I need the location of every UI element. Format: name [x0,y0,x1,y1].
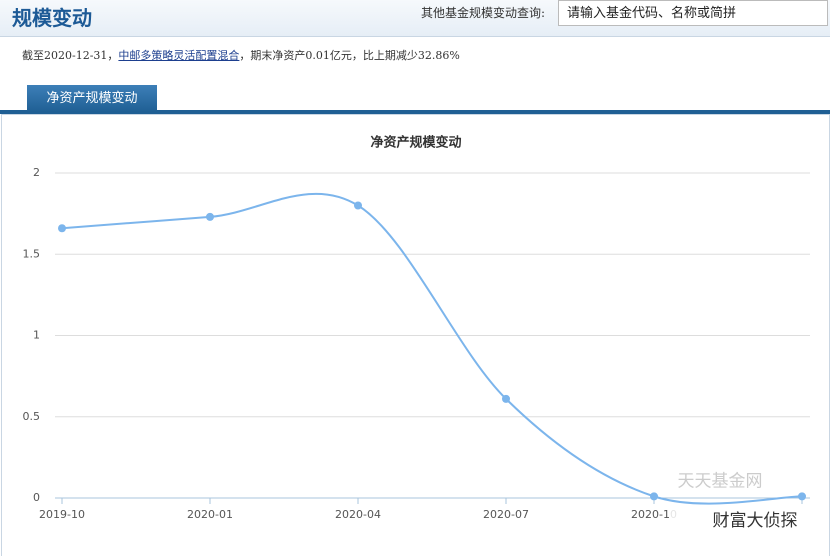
info-prefix: 截至2020-12-31， [22,49,119,62]
info-suffix: ，期末净资产0.01亿元，比上期减少32.86% [239,49,460,62]
x-tick-label: 2020-10 [631,508,677,521]
tab[interactable]: 净资产规模变动 [27,85,157,112]
x-tick-label: 2020-07 [483,508,529,521]
fund-link[interactable]: 中邮多策略灵活配置混合 [118,49,240,62]
y-tick-label: 2 [33,166,40,179]
chart-title: 净资产规模变动 [370,135,461,151]
y-tick-label: 1.5 [23,247,41,260]
y-tick-label: 0.5 [23,410,41,423]
y-tick-label: 0 [33,491,40,504]
point [206,212,214,221]
search-label: 其他基金规模变动查询: [421,6,546,20]
search-input[interactable]: 请输入基金代码、名称或简拼 [558,0,828,26]
point [58,224,66,233]
point [502,394,510,403]
watermark: 财富大侦探 [713,511,798,531]
info-line: 截至2020-12-31，中邮多策略灵活配置混合，期末净资产0.01亿元，比上期… [22,47,460,63]
x-tick-label: 2020-01 [187,508,233,521]
point [650,492,658,501]
x-tick-label: 2020-04 [335,508,381,521]
top-bar: 规模变动 其他基金规模变动查询: 请输入基金代码、名称或简拼 [0,0,830,37]
tab-bar [0,110,830,114]
watermark-bg [670,506,810,534]
x-tick-label: 2019-10 [39,508,85,521]
watermark: 天天基金网 [678,472,763,492]
line [61,192,803,505]
y-tick-label: 1 [33,329,40,342]
page-title: 规模变动 [12,6,92,30]
point [798,492,806,501]
point [354,201,362,210]
